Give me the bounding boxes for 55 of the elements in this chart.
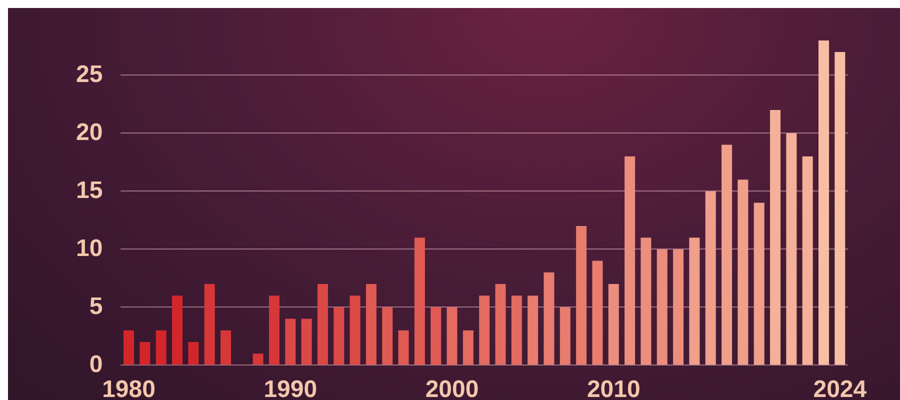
- bar: [656, 249, 668, 365]
- bar: [188, 342, 199, 365]
- bar: [802, 156, 813, 365]
- bar: [834, 52, 846, 365]
- bar: [511, 296, 522, 365]
- bar: [334, 307, 344, 365]
- bar: [592, 260, 603, 365]
- bar: [705, 191, 716, 365]
- bar: [124, 330, 134, 365]
- bar: [754, 202, 764, 365]
- bar: [268, 296, 280, 365]
- bar: [204, 284, 215, 365]
- x-tick-label: 2010: [586, 376, 640, 400]
- bar: [722, 144, 732, 365]
- bar: [301, 318, 312, 365]
- bar: [528, 296, 538, 365]
- bar: [786, 133, 797, 365]
- x-tick-label: 1980: [102, 376, 156, 400]
- bar: [462, 330, 474, 365]
- bar: [576, 226, 587, 365]
- bar: [738, 180, 748, 365]
- bar: [495, 284, 506, 365]
- x-tick-label: 2000: [425, 376, 479, 400]
- bar: [446, 307, 458, 365]
- bar: [414, 238, 425, 365]
- bar: [366, 284, 376, 365]
- y-tick-label: 10: [76, 234, 103, 262]
- bar: [140, 342, 150, 365]
- y-tick-label: 25: [76, 60, 103, 88]
- bar: [770, 110, 781, 365]
- bar: [673, 249, 684, 365]
- bar: [172, 296, 183, 365]
- bar: [608, 284, 619, 365]
- bar: [624, 156, 636, 365]
- bar: [317, 284, 328, 365]
- y-tick-label: 15: [76, 176, 103, 204]
- bar: [220, 330, 232, 365]
- bar: [382, 307, 393, 365]
- bar: [156, 330, 166, 365]
- y-tick-label: 20: [76, 118, 103, 146]
- bar: [689, 238, 700, 365]
- bar: [430, 307, 442, 365]
- x-tick-label: 2024: [813, 376, 868, 400]
- bar: [479, 296, 490, 365]
- bar: [818, 40, 830, 365]
- bar: [285, 318, 296, 365]
- bar: [398, 330, 409, 365]
- bar: [640, 238, 652, 365]
- bar: [544, 272, 554, 365]
- y-tick-label: 0: [89, 350, 103, 378]
- bar: [252, 354, 264, 365]
- x-tick-label: 1990: [264, 376, 318, 400]
- bar: [560, 307, 570, 365]
- y-tick-label: 5: [89, 292, 103, 320]
- bar: [350, 296, 360, 365]
